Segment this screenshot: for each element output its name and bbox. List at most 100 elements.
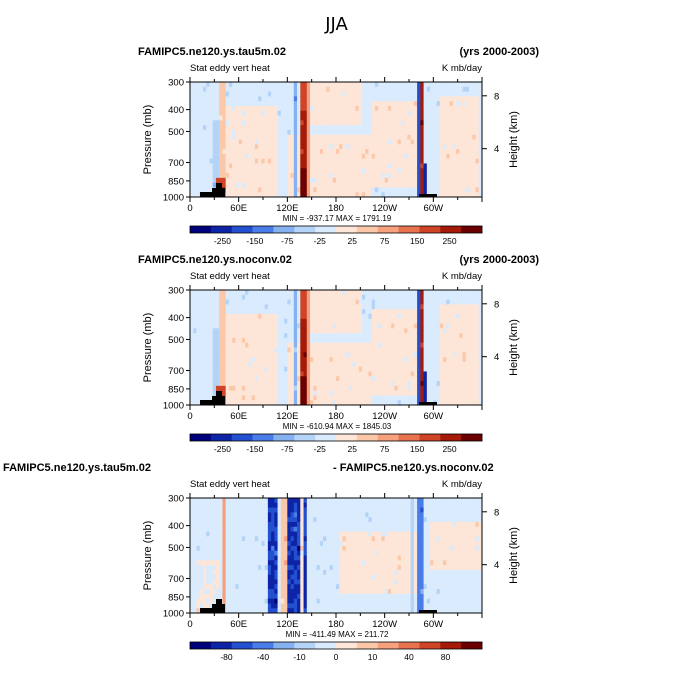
heatmap-cell: [196, 579, 201, 585]
heatmap-cell: [199, 182, 204, 188]
heatmap-cell: [225, 120, 230, 126]
heatmap-cell: [394, 153, 399, 160]
heatmap-cell: [316, 105, 321, 112]
heatmap-cell: [397, 96, 402, 102]
heatmap-cell: [235, 168, 240, 174]
heatmap-cell: [209, 139, 214, 145]
heatmap-cell: [222, 536, 227, 542]
heatmap-cell: [420, 134, 424, 140]
heatmap-cell: [264, 139, 269, 145]
heatmap-cell: [420, 153, 424, 160]
heatmap-cell: [193, 328, 197, 334]
heatmap-cell: [323, 376, 327, 382]
heatmap-cell: [478, 86, 483, 92]
heatmap-cell: [277, 385, 282, 392]
heatmap-cell: [469, 163, 473, 169]
heatmap-cell: [277, 347, 282, 353]
heatmap-cell: [319, 352, 324, 358]
heatmap-cell: [290, 366, 295, 372]
heatmap-cell: [199, 173, 204, 179]
heatmap-cell: [475, 96, 480, 102]
heatmap-cell: [212, 304, 217, 310]
heatmap-cell: [212, 376, 217, 382]
heatmap-cell: [196, 309, 201, 315]
heatmap-cell: [358, 134, 363, 140]
heatmap-cell: [251, 153, 256, 160]
heatmap-cell: [368, 153, 373, 160]
heatmap-cell: [196, 158, 201, 164]
heatmap-cell: [241, 517, 246, 523]
heatmap-cell: [287, 390, 291, 396]
heatmap-cell: [358, 163, 363, 169]
heatmap-cell: [313, 120, 317, 126]
heatmap-cell: [232, 323, 236, 329]
heatmap-cell: [384, 91, 389, 97]
heatmap-cell: [271, 290, 275, 296]
heatmap-cell: [310, 385, 314, 392]
heatmap-cell: [222, 134, 227, 140]
heatmap-cell: [456, 91, 460, 97]
heatmap-cell: [469, 149, 473, 155]
heatmap-cell: [190, 337, 194, 344]
colorbar-swatch: [461, 226, 483, 233]
heatmap-cell: [326, 139, 330, 145]
heatmap-cell: [206, 593, 210, 600]
heatmap-cell: [381, 144, 386, 150]
heatmap-cell: [303, 105, 308, 112]
heatmap-cell: [452, 149, 457, 155]
heatmap-cell: [235, 381, 240, 387]
heatmap-cell: [339, 149, 343, 155]
heatmap-cell: [251, 294, 256, 300]
heatmap-cell: [190, 541, 194, 547]
heatmap-cell: [290, 318, 295, 324]
heatmap-cell: [365, 129, 369, 136]
heatmap-cell: [222, 517, 227, 523]
heatmap-cell: [426, 168, 431, 174]
heatmap-cell: [387, 149, 392, 155]
heatmap-cell: [271, 177, 275, 184]
heatmap-cell: [264, 366, 269, 372]
heatmap-cell: [232, 381, 236, 387]
heatmap-cell: [225, 125, 230, 131]
heatmap-cell: [290, 337, 295, 344]
heatmap-cell: [316, 91, 321, 97]
heatmap-cell: [196, 153, 201, 160]
heatmap-cell: [313, 101, 317, 107]
heatmap-cell: [258, 390, 262, 396]
heatmap-cell: [290, 158, 295, 164]
heatmap-cell: [245, 173, 249, 179]
heatmap-cell: [290, 82, 295, 88]
heatmap-cell: [319, 110, 324, 116]
heatmap-cell: [319, 400, 324, 406]
heatmap-cell: [381, 129, 386, 136]
heatmap-cell: [323, 110, 327, 116]
heatmap-cell: [293, 163, 298, 169]
heatmap-cell: [365, 177, 369, 184]
heatmap-cell: [277, 173, 282, 179]
heatmap-cell: [235, 139, 240, 145]
heatmap-cell: [465, 144, 470, 150]
heatmap-cell: [222, 125, 227, 131]
heatmap-cell: [232, 603, 236, 609]
heatmap-cell: [251, 589, 256, 595]
heatmap-cell: [264, 115, 269, 121]
heatmap-cell: [199, 323, 204, 329]
heatmap-cell: [384, 134, 389, 140]
heatmap-cell: [222, 371, 227, 377]
heatmap-cell: [303, 177, 308, 184]
heatmap-cell: [465, 173, 470, 179]
heatmap-cell: [206, 139, 210, 145]
heatmap-cell: [219, 91, 223, 97]
heatmap-cell: [196, 82, 201, 88]
heatmap-cell: [277, 82, 282, 88]
heatmap-cell: [433, 168, 437, 174]
heatmap-cell: [446, 149, 450, 155]
heatmap-cell: [206, 357, 210, 363]
heatmap-cell: [254, 555, 259, 561]
heatmap-cell: [232, 550, 236, 556]
heatmap-cell: [235, 569, 240, 576]
heatmap-cell: [336, 182, 340, 188]
heatmap-cell: [196, 498, 201, 504]
heatmap-cell: [251, 376, 256, 382]
heatmap-cell: [319, 376, 324, 382]
